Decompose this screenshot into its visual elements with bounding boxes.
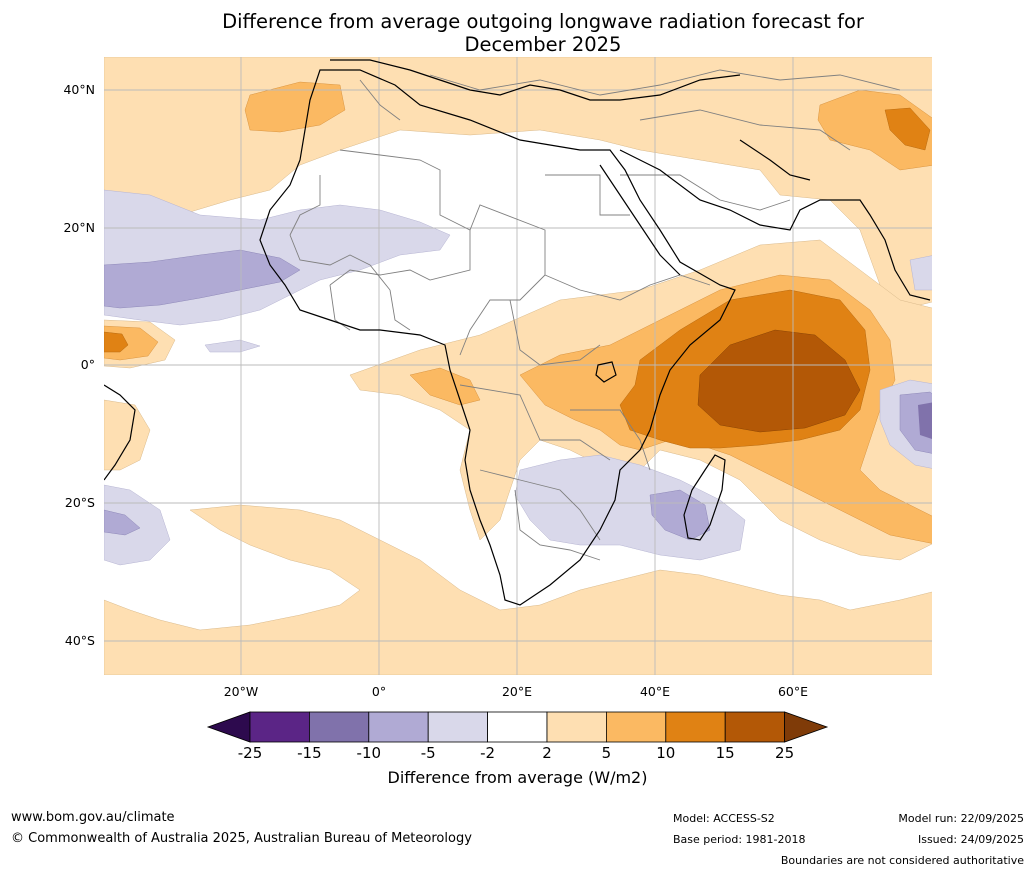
lon-label-20e: 20°E — [501, 684, 533, 699]
colorbar-segment-2-5 — [546, 711, 607, 743]
colorbar-segment-10-15 — [665, 711, 726, 743]
colorbar-segment-5-10 — [606, 711, 667, 743]
model-text: Model: ACCESS-S2 — [673, 812, 775, 825]
colorbar-segment-minus15-minus10 — [308, 711, 370, 743]
colorbar-segment-minus25-minus15 — [249, 711, 310, 743]
colorbar-tick: 15 — [715, 744, 735, 762]
website-link[interactable]: www.bom.gov.au/climate — [11, 810, 175, 825]
west-africa-negative — [104, 249, 301, 309]
issued-text: Issued: 24/09/2025 — [917, 833, 1024, 846]
map-plot-area — [104, 57, 932, 675]
colorbar-tick: 5 — [601, 744, 612, 762]
colorbar-label: Difference from average (W/m2) — [387, 768, 648, 787]
colorbar-segment-minus5-minus2 — [427, 711, 489, 743]
disclaimer-text: Boundaries are not considered authoritat… — [780, 854, 1024, 867]
colorbar-tick: -10 — [356, 744, 382, 762]
country-borders — [289, 69, 901, 561]
lon-label-60e: 60°E — [777, 684, 809, 699]
mediterranean-north-coastline — [330, 59, 741, 101]
red-sea-coastline — [599, 164, 681, 276]
lat-label-20n: 20°N — [63, 220, 95, 235]
atlantic-south-core-negative — [104, 509, 141, 536]
south-america-coastline — [104, 384, 136, 481]
africa-coastline — [259, 69, 736, 606]
sw-indian-strong-negative — [918, 402, 932, 439]
colorbar-tick: 10 — [656, 744, 676, 762]
gulf-guinea-negative — [204, 339, 261, 353]
graticule — [104, 57, 932, 675]
contour-minus15-to-minus10 — [918, 402, 932, 439]
south-atlantic-positive — [104, 504, 932, 675]
base-period-text: Base period: 1981-2018 — [673, 833, 806, 846]
colorbar-segment-minus2-2 — [487, 711, 548, 743]
madagascar-negative — [649, 489, 711, 541]
west-equatorial-core — [104, 331, 129, 353]
model-run-text: Model run: 22/09/2025 — [898, 812, 1024, 825]
colorbar-tick: 2 — [542, 744, 552, 762]
southwest-atlantic-negative — [104, 484, 171, 566]
colorbar-tick: -2 — [480, 744, 496, 762]
colorbar-tick: -15 — [297, 744, 322, 762]
indian-ocean-core — [697, 329, 861, 433]
title-line-2: December 2025 — [464, 33, 622, 56]
lake-victoria — [595, 361, 617, 383]
contour-15-to-25 — [697, 329, 861, 433]
colorbar-tick: -5 — [420, 744, 436, 762]
lat-label-40s: 40°S — [64, 633, 95, 648]
lon-label-40e: 40°E — [639, 684, 671, 699]
contour-minus10-to-minus5 — [104, 249, 932, 541]
lat-label-0: 0° — [80, 357, 95, 372]
colorbar-segment-minus10-minus5 — [368, 711, 429, 743]
lat-label-40n: 40°N — [63, 82, 95, 97]
coastlines — [104, 59, 931, 606]
lon-label-0: 0° — [371, 684, 387, 699]
lat-label-20s: 20°S — [64, 495, 95, 510]
colorbar-tick: 25 — [775, 744, 795, 762]
colorbar-extend-high — [784, 711, 829, 743]
west-coast-positive — [104, 399, 151, 471]
congo-coast-patch — [409, 367, 481, 406]
middle-east-core — [884, 107, 931, 151]
colorbar-segment-15-25 — [724, 711, 786, 743]
colorbar-extend-low — [206, 711, 251, 743]
copyright-text: © Commonwealth of Australia 2025, Austra… — [11, 831, 472, 846]
colorbar — [206, 711, 829, 743]
title-line-1: Difference from average outgoing longwav… — [222, 10, 864, 33]
sahara-north-patch — [244, 81, 346, 133]
colorbar-tick: -25 — [237, 744, 263, 762]
lon-label-20w: 20°W — [223, 684, 259, 699]
arabian-sea-negative — [909, 255, 932, 291]
arabia-coastline — [619, 149, 931, 301]
persian-gulf-coastline — [739, 139, 811, 181]
map-title: Difference from average outgoing longwav… — [150, 10, 936, 56]
madagascar-coastline — [683, 454, 726, 541]
